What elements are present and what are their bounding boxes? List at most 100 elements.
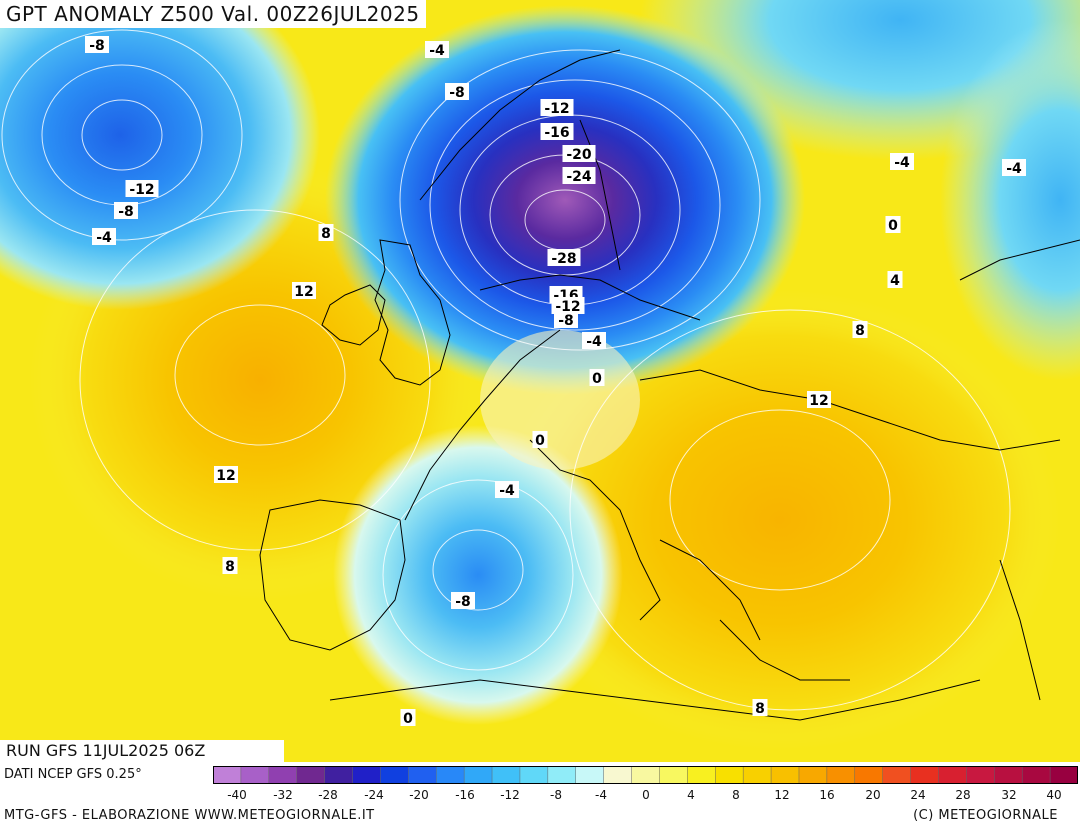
scale-cell (240, 766, 270, 784)
svg-text:4: 4 (890, 273, 900, 289)
scale-cell (324, 766, 354, 784)
contour-label: -8 (114, 202, 138, 220)
scale-cell (380, 766, 409, 784)
scale-cell (938, 766, 967, 784)
svg-text:-12: -12 (544, 101, 569, 117)
scale-cell (519, 766, 549, 784)
scale-cell (715, 766, 744, 784)
scale-tick-label: -40 (227, 788, 247, 802)
contour-label: -8 (85, 36, 109, 54)
footer-credit: MTG-GFS - ELABORAZIONE WWW.METEOGIORNALE… (4, 808, 375, 823)
scale-cell (994, 766, 1023, 784)
scale-cell (770, 766, 800, 784)
scale-cell (631, 766, 660, 784)
scale-tick-label: 4 (687, 788, 695, 802)
scale-tick-label: 8 (732, 788, 740, 802)
scale-tick-label: -20 (409, 788, 429, 802)
svg-text:0: 0 (592, 371, 602, 387)
contour-label: 0 (400, 709, 416, 727)
scale-tick-label: -8 (550, 788, 562, 802)
contour-label: 12 (292, 282, 316, 300)
svg-text:8: 8 (225, 559, 235, 575)
color-scale-bar (213, 766, 1078, 784)
svg-text:12: 12 (809, 393, 828, 409)
scale-tick-label: -12 (500, 788, 520, 802)
contour-label: -4 (582, 332, 606, 350)
scale-cell (547, 766, 577, 784)
scale-cell (966, 766, 995, 784)
contour-label: 0 (589, 369, 605, 387)
svg-text:-8: -8 (455, 594, 471, 610)
svg-text:-20: -20 (566, 147, 592, 163)
anomaly-map: -8 -4-8-12-16-20-24-12-8-4 812-28-16-12-8-… (0, 0, 1080, 762)
scale-tick-label: -4 (595, 788, 607, 802)
scale-cell (408, 766, 437, 784)
anomaly-east (940, 20, 1080, 380)
contour-label: -12 (125, 180, 159, 198)
footer-copyright: (C) METEOGIORNALE (913, 808, 1058, 823)
scale-tick-label: 0 (642, 788, 650, 802)
contour-label: 8 (318, 224, 334, 242)
anomaly-med-low (333, 425, 623, 725)
scale-cell (659, 766, 688, 784)
scale-cell (268, 766, 298, 784)
contour-label: 12 (214, 466, 238, 484)
svg-text:-24: -24 (566, 169, 592, 185)
anomaly-scandinavia-low (325, 5, 805, 395)
contour-label: 12 (807, 391, 831, 409)
contour-label: -4 (92, 228, 116, 246)
contour-label: -8 (554, 311, 578, 329)
run-info: RUN GFS 11JUL2025 06Z (0, 740, 284, 762)
scale-cell (575, 766, 605, 784)
scale-cell (435, 766, 465, 784)
contour-label-layer: -8 -4-8-12-16-20-24-12-8-4 812-28-16-12-8-… (85, 36, 1026, 727)
svg-text:0: 0 (403, 711, 413, 727)
scale-cell (463, 766, 493, 784)
scale-cell (742, 766, 772, 784)
svg-text:0: 0 (888, 218, 898, 234)
svg-text:-8: -8 (89, 38, 105, 54)
scale-cell (687, 766, 716, 784)
contour-label: 0 (532, 431, 548, 449)
scale-tick-label: 40 (1046, 788, 1062, 802)
data-source: DATI NCEP GFS 0.25° (4, 767, 142, 782)
contour-label: -16 (540, 123, 574, 141)
scale-cell (826, 766, 856, 784)
contour-label: 8 (852, 321, 868, 339)
contour-label: -4 (425, 41, 449, 59)
svg-text:8: 8 (755, 701, 765, 717)
scale-cell (798, 766, 828, 784)
contour-label: -8 (445, 83, 469, 101)
scale-tick-label: 12 (774, 788, 790, 802)
scale-tick-label: 16 (819, 788, 835, 802)
scale-tick-label: 28 (955, 788, 971, 802)
coastlines (259, 49, 1080, 721)
svg-text:0: 0 (535, 433, 545, 449)
contour-label: -4 (890, 153, 914, 171)
svg-text:12: 12 (294, 284, 313, 300)
scale-cell (1021, 766, 1051, 784)
svg-text:8: 8 (321, 226, 331, 242)
svg-text:-4: -4 (586, 334, 602, 350)
contour-label: 4 (887, 271, 903, 289)
svg-text:12: 12 (216, 468, 235, 484)
svg-text:-4: -4 (96, 230, 112, 246)
anomaly-central-neutral (480, 330, 640, 470)
svg-text:-4: -4 (499, 483, 515, 499)
svg-text:-8: -8 (449, 85, 465, 101)
scale-cell (1049, 766, 1078, 784)
scale-cell (352, 766, 381, 784)
scale-cell (491, 766, 521, 784)
contour-label: -12 (540, 99, 574, 117)
svg-text:-16: -16 (544, 125, 569, 141)
scale-tick-label: 20 (865, 788, 881, 802)
svg-text:-4: -4 (429, 43, 445, 59)
scale-cell (910, 766, 940, 784)
contour-lines (1, 29, 1011, 711)
scale-tick-label: -16 (455, 788, 475, 802)
scale-tick-label: 32 (1001, 788, 1017, 802)
map-title: GPT ANOMALY Z500 Val. 00Z26JUL2025 (0, 0, 426, 28)
svg-text:-28: -28 (551, 251, 576, 267)
contour-label: 8 (222, 557, 238, 575)
contour-label: -20 (562, 145, 596, 163)
